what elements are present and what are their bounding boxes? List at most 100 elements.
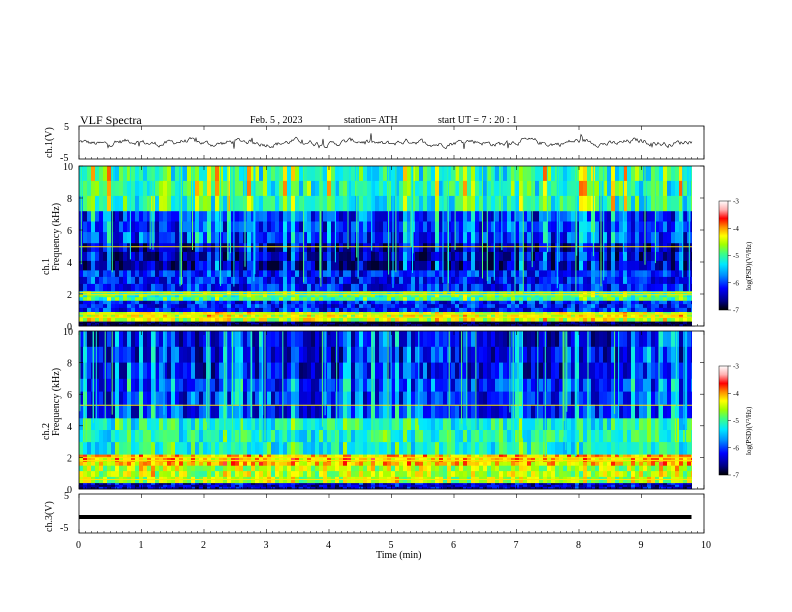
spectrogram-cell xyxy=(635,232,639,244)
spectrogram-cell xyxy=(135,270,139,278)
spectrogram-cell xyxy=(415,251,419,262)
spectrogram-cell xyxy=(267,232,271,244)
spectrogram-cell xyxy=(539,324,543,327)
spectrogram-cell xyxy=(335,321,339,324)
spectrogram-cell xyxy=(319,283,323,292)
spectrogram-cell xyxy=(223,321,227,324)
spectrogram-cell xyxy=(347,270,351,278)
spectrogram-cell xyxy=(235,471,239,478)
spectrogram-cell xyxy=(367,294,371,298)
spectrogram-cell xyxy=(251,417,255,431)
spectrogram-cell xyxy=(275,276,279,285)
spectrogram-cell xyxy=(491,322,495,325)
spectrogram-cell xyxy=(199,454,203,459)
spectrogram-cell xyxy=(255,362,259,379)
spectrogram-cell xyxy=(143,307,147,312)
spectrogram-cell xyxy=(415,311,419,316)
spectrogram-cell xyxy=(615,324,619,327)
spectrogram-cell xyxy=(439,270,443,278)
spectrogram-cell xyxy=(147,324,151,327)
spectrogram-cell xyxy=(607,300,611,305)
spectrogram-cell xyxy=(355,294,359,298)
spectrogram-cell xyxy=(295,324,299,327)
spectrogram-cell xyxy=(167,311,171,316)
spectrogram-cell xyxy=(371,307,375,312)
spectrogram-cell xyxy=(123,221,127,233)
spectrogram-cell xyxy=(251,294,255,298)
spectrogram-cell xyxy=(627,318,631,322)
spectrogram-cell xyxy=(79,346,83,363)
spectrogram-cell xyxy=(643,311,647,316)
spectrogram-cell xyxy=(463,294,467,298)
spectrogram-cell xyxy=(639,318,643,322)
spectrogram-cell xyxy=(139,417,143,431)
spectrogram-cell xyxy=(503,166,507,182)
spectrogram-cell xyxy=(247,324,251,327)
spectrogram-cell xyxy=(263,457,267,462)
spectrogram-cell xyxy=(395,304,399,309)
spectrogram-cell xyxy=(187,321,191,324)
spectrogram-cell xyxy=(99,210,103,222)
spectrogram-cell xyxy=(307,297,311,301)
spectrogram-cell xyxy=(163,294,167,298)
spectrogram-cell xyxy=(143,461,147,466)
spectrogram-cell xyxy=(327,232,331,244)
spectrogram-cell xyxy=(487,195,491,212)
spectrogram-cell xyxy=(307,307,311,312)
spectrogram-cell xyxy=(615,270,619,278)
spectrogram-cell xyxy=(471,307,475,312)
spectrogram-cell xyxy=(559,318,563,322)
spectrogram-cell xyxy=(227,166,231,182)
spectrogram-cell xyxy=(223,311,227,316)
spectrogram-cell xyxy=(415,297,419,301)
spectrogram-cell xyxy=(107,484,111,488)
spectrogram-cell xyxy=(503,300,507,305)
spectrogram-cell xyxy=(211,242,215,253)
spectrogram-cell xyxy=(115,311,119,316)
spectrogram-cell xyxy=(183,457,187,462)
spectrogram-cell xyxy=(247,311,251,316)
spectrogram-cell xyxy=(407,180,411,197)
spectrogram-cell xyxy=(603,283,607,292)
spectrogram-cell xyxy=(551,311,555,316)
spectrogram-cell xyxy=(83,442,87,455)
spectrogram-cell xyxy=(291,221,295,233)
spectrogram-cell xyxy=(683,307,687,312)
spectrogram-cell xyxy=(307,465,311,472)
spectrogram-cell xyxy=(271,283,275,292)
spectrogram-cell xyxy=(455,180,459,197)
spectrogram-cell xyxy=(423,324,427,327)
spectrogram-cell xyxy=(419,322,423,325)
spectrogram-cell xyxy=(315,260,319,271)
spectrogram-cell xyxy=(475,276,479,285)
spectrogram-cell xyxy=(271,484,275,488)
spectrogram-cell xyxy=(307,362,311,379)
spectrogram-cell xyxy=(323,283,327,292)
spectrogram-cell xyxy=(211,221,215,233)
spectrogram-cell xyxy=(143,221,147,233)
spectrogram-cell xyxy=(143,232,147,244)
ch1-trace xyxy=(78,133,693,150)
spectrogram-cell xyxy=(283,457,287,462)
spectrogram-cell xyxy=(323,311,327,316)
spectrogram-cell xyxy=(519,314,523,319)
spectrogram-cell xyxy=(479,242,483,253)
spectrogram-cell xyxy=(315,297,319,301)
spectrogram-cell xyxy=(611,304,615,309)
spectrogram-cell xyxy=(415,270,419,278)
spectrogram-cell xyxy=(111,321,115,324)
spectrogram-cell xyxy=(271,482,275,486)
spectrogram-cell xyxy=(335,232,339,244)
spectrogram-cell xyxy=(575,283,579,292)
spectrogram-cell xyxy=(575,260,579,271)
spectrogram-cell xyxy=(131,454,135,459)
spectrogram-cell xyxy=(627,304,631,309)
spectrogram-cell xyxy=(211,346,215,363)
spectrogram-cell xyxy=(231,324,235,327)
spectrogram-cell xyxy=(471,195,475,212)
spectrogram-cell xyxy=(359,210,363,222)
spectrogram-cell xyxy=(327,276,331,285)
spectrogram-cell xyxy=(507,276,511,285)
spectrogram-cell xyxy=(367,311,371,316)
spectrogram-cell xyxy=(379,283,383,292)
